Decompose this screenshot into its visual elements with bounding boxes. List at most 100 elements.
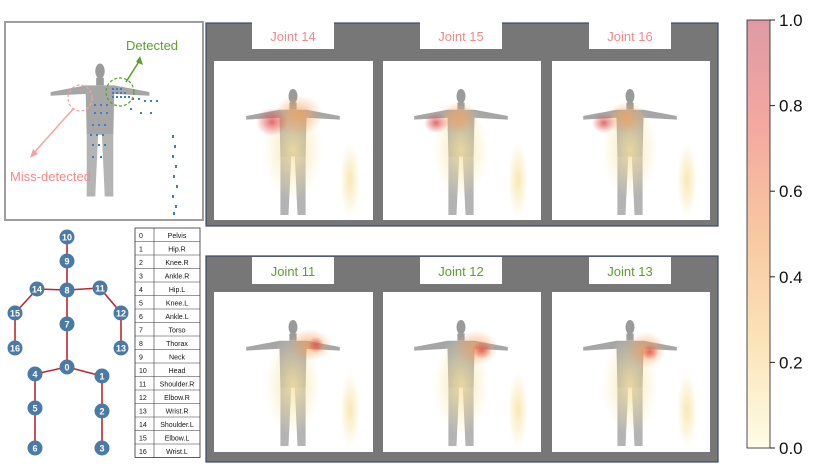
table-index-cell: 14: [139, 422, 147, 429]
skeleton-node-label: 5: [32, 404, 37, 414]
table-name-cell: Elbow.L: [165, 435, 190, 442]
skeleton-node-label: 1: [99, 372, 104, 382]
detected-arrow: [125, 59, 141, 83]
skeleton-node-label: 10: [62, 233, 72, 243]
point-cloud-dots: [90, 88, 178, 215]
panel-title: Joint 14: [270, 29, 316, 44]
skeleton-node-label: 2: [99, 407, 104, 417]
skeleton-node-label: 13: [116, 344, 126, 354]
colorbar-gradient: [746, 19, 771, 449]
table-index-cell: 2: [139, 260, 143, 267]
table-index-cell: 15: [139, 435, 147, 442]
table-index-cell: 4: [139, 287, 143, 294]
table-name-cell: Ankle.R: [165, 273, 190, 280]
heat-region: [340, 372, 360, 448]
table-index-cell: 9: [139, 354, 143, 361]
skeleton-node: [94, 440, 110, 456]
point-cloud-panel: Detected Miss-detected: [4, 21, 204, 221]
skeleton-node: [7, 305, 23, 321]
table-name-cell: Head: [169, 368, 186, 375]
detected-arrowhead: [136, 56, 143, 65]
skeleton-node-label: 7: [64, 320, 69, 330]
heat-region: [508, 372, 528, 448]
miss-detected-label: Miss-detected: [10, 169, 91, 184]
panel-title: Joint 16: [607, 29, 653, 44]
skeleton-node-label: 12: [116, 309, 126, 319]
heat-region: [340, 142, 360, 218]
heat-region: [438, 102, 478, 134]
skeleton-node: [27, 366, 43, 382]
heatmap-panel-joint-12: Joint 12: [383, 257, 541, 452]
table-name-cell: Torso: [168, 327, 185, 334]
skeleton-node-label: 14: [32, 285, 42, 295]
skeleton-node: [113, 305, 129, 321]
skeleton-node: [59, 282, 75, 298]
table-name-cell: Pelvis: [168, 233, 187, 240]
joint-table: 0 Pelvis 1 Hip.R 2 Knee.R 3 Ankle.R 4 Hip.L 5 Knee.…: [134, 227, 201, 458]
table-index-cell: 10: [139, 368, 147, 375]
skeleton-node-label: 9: [64, 257, 69, 267]
skeleton-node: [7, 340, 23, 356]
colorbar-tick-label: 0.6: [779, 182, 803, 201]
table-index-cell: 16: [139, 449, 147, 456]
table-index-cell: 12: [139, 395, 147, 402]
table-name-cell: Shoulder.L: [160, 422, 194, 429]
skeleton-node: [59, 316, 75, 332]
table-index-cell: 1: [139, 246, 143, 253]
table-index-cell: 7: [139, 327, 143, 334]
colorbar-tick-label: 1.0: [779, 11, 803, 30]
skeleton-node: [27, 440, 43, 456]
table-index-cell: 0: [139, 233, 143, 240]
table-index-cell: 5: [139, 300, 143, 307]
heatmap-panel-joint-15: Joint 15: [383, 22, 541, 220]
skeleton-node-label: 4: [32, 370, 37, 380]
panel-title: Joint 15: [438, 29, 484, 44]
skeleton-node: [94, 403, 110, 419]
skeleton-node-label: 8: [64, 286, 69, 296]
table-name-cell: Elbow.R: [164, 395, 190, 402]
heatmap-panel-joint-11: Joint 11: [214, 257, 373, 452]
table-index-cell: 8: [139, 341, 143, 348]
table-name-cell: Shoulder.R: [160, 381, 195, 388]
skeleton-node-label: 3: [99, 444, 104, 454]
table-name-cell: Hip.R: [168, 246, 186, 253]
table-name-cell: Hip.L: [169, 287, 185, 294]
table-name-cell: Knee.R: [165, 260, 188, 267]
skeleton-node-label: 15: [10, 309, 20, 319]
skeleton-node-label: 11: [95, 284, 105, 294]
heat-region: [606, 102, 646, 134]
table-index-cell: 13: [139, 408, 147, 415]
skeleton-node-label: 16: [10, 344, 20, 354]
skeleton-node: [59, 253, 75, 269]
table-index-cell: 6: [139, 314, 143, 321]
heat-hotspot: [424, 113, 448, 133]
panel-title: Joint 11: [271, 264, 316, 279]
heat-hotspot: [641, 344, 659, 360]
detected-label: Detected: [126, 38, 178, 53]
colorbar-tick-label: 0.0: [779, 439, 803, 458]
heat-region: [508, 142, 528, 218]
miss-detected-arrowhead: [30, 149, 38, 158]
table-frame: [134, 227, 201, 458]
skeleton-node: [59, 229, 75, 245]
skeleton-node: [27, 400, 43, 416]
colorbar-tick-label: 0.4: [779, 268, 803, 287]
heat-hotspot: [256, 108, 288, 136]
miss-detected-arrow: [31, 107, 75, 156]
colorbar-tick-label: 0.2: [779, 353, 803, 372]
skeleton-node-label: 6: [32, 444, 37, 454]
detected-circle: [105, 77, 135, 107]
skeleton-node: [113, 340, 129, 356]
table-name-cell: Neck: [169, 354, 185, 361]
skeleton-node-label: 0: [64, 363, 69, 373]
heat-region: [677, 372, 697, 448]
panel-title: Joint 13: [607, 264, 653, 279]
skeleton-node: [29, 281, 45, 297]
table-name-cell: Wrist.L: [166, 449, 188, 456]
heatmap-panel-joint-14: Joint 14: [214, 22, 373, 220]
colorbar: 1.0 0.8 0.6 0.4 0.2 0.0: [746, 11, 803, 458]
colorbar-tick-label: 0.8: [779, 97, 803, 116]
panel-title: Joint 12: [438, 264, 484, 279]
